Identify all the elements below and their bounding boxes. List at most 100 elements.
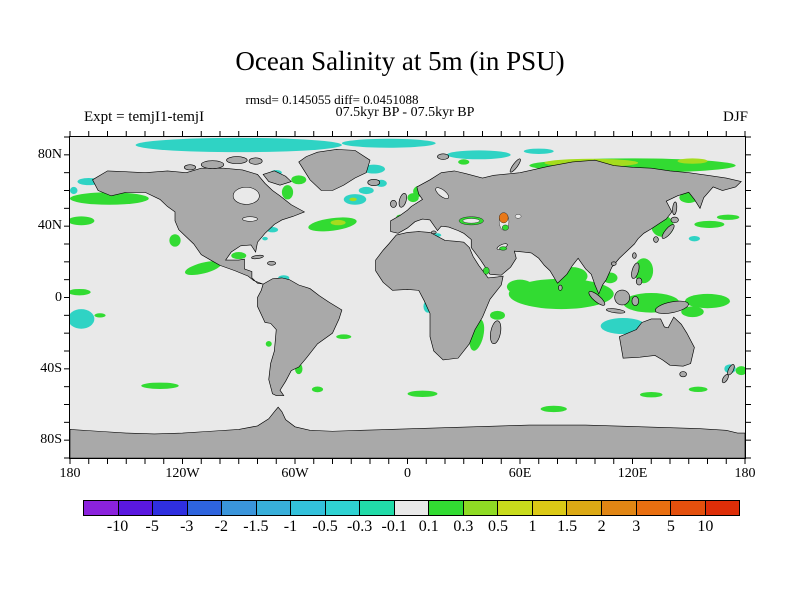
colorbar-cell-6 — [291, 501, 326, 515]
colorbar-cell-11 — [463, 501, 499, 515]
arctic-island — [200, 160, 225, 169]
colorbar-cell-2 — [153, 501, 188, 515]
anomaly-patch-g — [281, 185, 294, 200]
anomaly-patch-g — [407, 193, 419, 203]
colorbar-label-1.5: 1.5 — [557, 518, 578, 535]
anomaly-patch-w — [514, 214, 522, 219]
colorbar-label--0.5: -0.5 — [312, 518, 338, 535]
anomaly-patch-g — [716, 214, 740, 220]
colorbar-label-10: 10 — [697, 518, 714, 535]
colorbar-label--1: -1 — [283, 518, 298, 535]
colorbar-label-5: 5 — [666, 518, 675, 535]
colorbar-cell-12 — [498, 501, 533, 515]
colorbar-cell-13 — [532, 501, 568, 515]
y-axis-label-0: 0 — [55, 289, 62, 305]
stats-line: rmsd= 0.145055 diff= 0.0451088 — [245, 92, 419, 107]
colorbar-cell-15 — [601, 501, 637, 515]
x-axis-label-60W: 60W — [281, 466, 309, 481]
colorbar-cell-8 — [360, 501, 395, 515]
hokkaido — [670, 216, 679, 224]
anomaly-patch-c — [135, 137, 342, 153]
anomaly-patch-g — [458, 159, 470, 165]
anomaly-patch-g — [169, 234, 181, 247]
ireland — [390, 199, 397, 208]
y-axis-label-40N: 40N — [37, 218, 62, 234]
experiment-label: Expt = temjI1-temjI — [84, 109, 205, 125]
tasmania — [679, 371, 687, 378]
x-axis-label-180: 180 — [59, 466, 81, 481]
anomaly-patch-y — [349, 197, 357, 202]
colorbar-cell-0 — [84, 501, 119, 515]
taiwan — [632, 252, 637, 259]
colorbar-label-2: 2 — [597, 518, 606, 535]
colorbar-label--0.1: -0.1 — [381, 518, 407, 535]
x-axis-label-120E: 120E — [617, 466, 648, 481]
anomaly-patch-c — [446, 150, 511, 160]
hainan — [610, 261, 617, 266]
x-axis-label-60E: 60E — [508, 466, 532, 481]
colorbar-label--1.5: -1.5 — [243, 518, 269, 535]
anomaly-patch-g — [490, 310, 505, 320]
y-axis-label-40S: 40S — [40, 360, 62, 376]
colorbar-cell-16 — [636, 501, 672, 515]
page-title: Ocean Salinity at 5m (in PSU) — [235, 46, 565, 76]
anomaly-patch-g — [694, 220, 725, 228]
hispaniola — [267, 260, 277, 266]
anomaly-patch-c — [262, 236, 268, 241]
svalbard — [437, 153, 450, 160]
anomaly-patch-g — [506, 279, 534, 294]
anomaly-patch-o — [499, 212, 509, 224]
anomaly-patch-g — [483, 267, 490, 275]
iceland — [367, 178, 381, 186]
arctic-island — [226, 156, 248, 165]
anomaly-patch-g — [685, 293, 730, 309]
anomaly-patch-g — [291, 175, 307, 185]
anomaly-patch-g — [336, 334, 352, 340]
x-axis-label-120W: 120W — [165, 466, 200, 481]
colorbar-label-3: 3 — [632, 518, 641, 535]
anomaly-patch-c — [523, 148, 554, 154]
banks-island — [184, 164, 196, 171]
sulawesi — [631, 296, 640, 307]
season-label: DJF — [722, 109, 748, 125]
anomaly-patch-g — [94, 313, 106, 318]
colorbar-cell-18 — [705, 501, 740, 515]
anomaly-patch-g — [502, 224, 509, 231]
anomaly-patch-y — [677, 158, 708, 164]
anomaly-patch-g — [407, 390, 438, 398]
colorbar-label--3: -3 — [180, 518, 194, 535]
anomaly-patch-c — [358, 186, 374, 195]
map-svg — [70, 137, 745, 458]
colorbar-label--5: -5 — [145, 518, 159, 535]
colorbar-label--2: -2 — [214, 518, 228, 535]
x-axis-label-180: 180 — [734, 466, 756, 481]
sri-lanka — [558, 284, 563, 291]
sicily — [430, 230, 437, 235]
y-axis-label-80S: 80S — [40, 432, 62, 448]
anomaly-patch-g — [540, 405, 567, 413]
borneo — [614, 289, 631, 306]
anomaly-patch-c — [70, 186, 78, 195]
anomaly-patch-g — [688, 386, 708, 393]
x-axis-label-0: 0 — [404, 466, 411, 481]
anomaly-patch-y — [330, 219, 346, 226]
anomaly-patch-g — [311, 386, 324, 393]
anomaly-patch-w — [462, 218, 480, 224]
colorbar-label-0.3: 0.3 — [453, 518, 474, 535]
anomaly-patch-c — [341, 138, 436, 148]
anomaly-patch-g — [141, 382, 179, 389]
colorbar-label--10: -10 — [106, 518, 129, 535]
great-lakes — [242, 216, 258, 222]
anomaly-patch-c — [688, 235, 700, 242]
colorbar-cell-3 — [187, 501, 223, 515]
colorbar-label--0.3: -0.3 — [346, 518, 373, 535]
comparison-line: 07.5kyr BP - 07.5kyr BP — [335, 105, 475, 120]
colorbar-label-0.5: 0.5 — [487, 518, 508, 535]
anomaly-patch-g — [265, 341, 272, 347]
colorbar-cell-14 — [567, 501, 602, 515]
anomaly-patch-g — [499, 246, 508, 251]
anomaly-patch-g — [231, 252, 247, 260]
colorbar-cell-10 — [429, 501, 464, 515]
colorbar-cell-1 — [118, 501, 154, 515]
arctic-island — [248, 157, 263, 165]
